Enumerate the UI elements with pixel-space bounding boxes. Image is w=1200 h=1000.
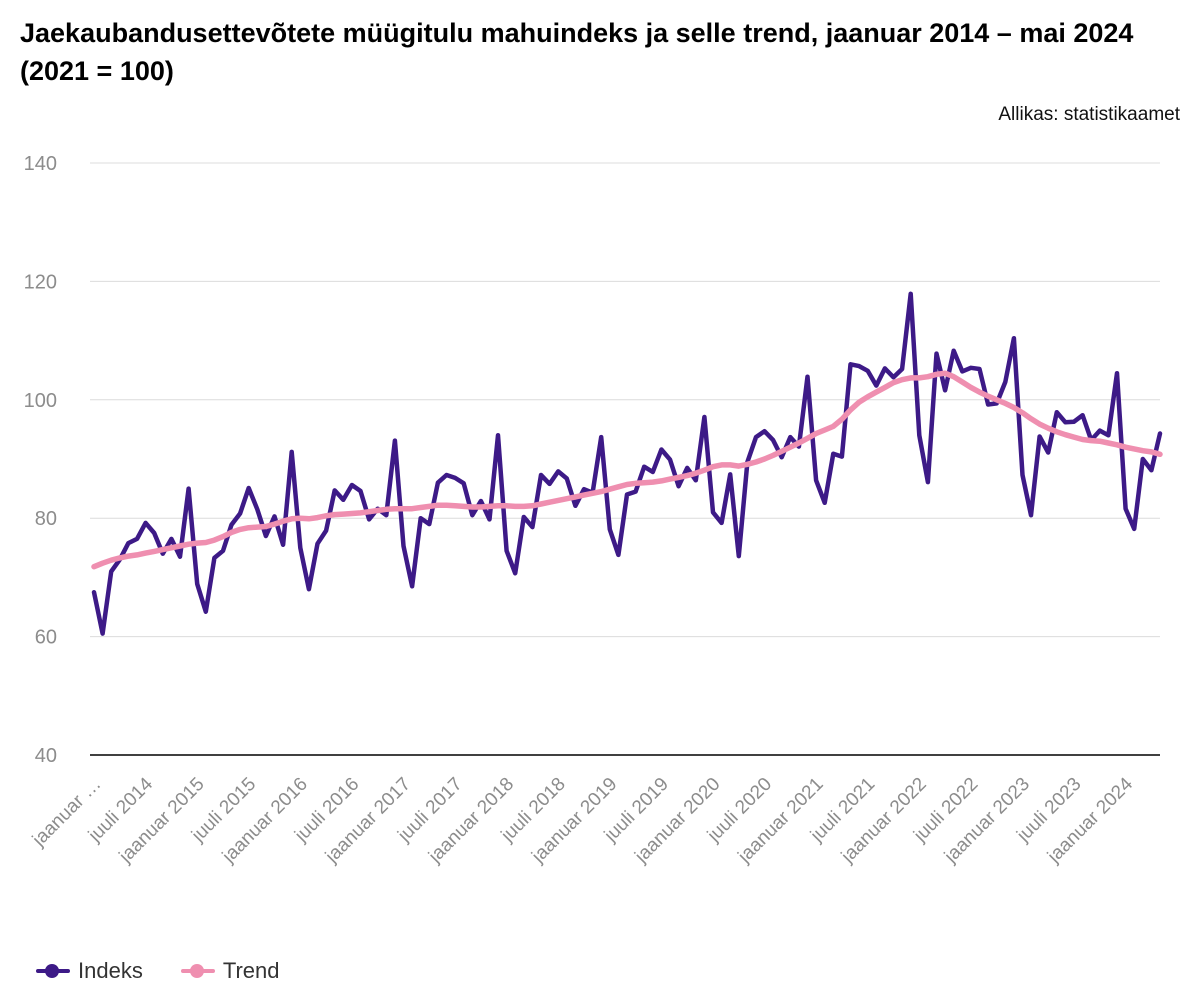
legend-swatch-indeks xyxy=(36,964,70,978)
series-lines xyxy=(91,291,1163,636)
legend-label-trend: Trend xyxy=(222,958,280,983)
legend-item-trend[interactable]: Trend xyxy=(180,958,280,984)
legend-item-indeks[interactable]: Indeks xyxy=(36,958,143,984)
series-line-indeks xyxy=(91,291,1163,636)
y-tick-label: 120 xyxy=(24,271,57,293)
legend: Indeks Trend xyxy=(36,958,279,984)
y-tick-label: 140 xyxy=(24,153,57,175)
source-label: Allikas: statistikaamet xyxy=(998,104,1180,125)
legend-swatch-trend xyxy=(180,964,215,978)
y-tick-label: 60 xyxy=(35,627,57,649)
gridlines xyxy=(90,162,1160,756)
chart-title: Jaekaubandusettevõtete müügitulu mahuind… xyxy=(20,18,1134,86)
legend-label-indeks: Indeks xyxy=(78,958,143,983)
y-tick-label: 80 xyxy=(35,508,57,530)
y-tick-label: 40 xyxy=(35,745,57,767)
y-axis-ticks: 40 60 80 100 120 140 xyxy=(24,153,57,767)
series-line-trend xyxy=(91,370,1163,570)
y-tick-label: 100 xyxy=(24,390,57,412)
